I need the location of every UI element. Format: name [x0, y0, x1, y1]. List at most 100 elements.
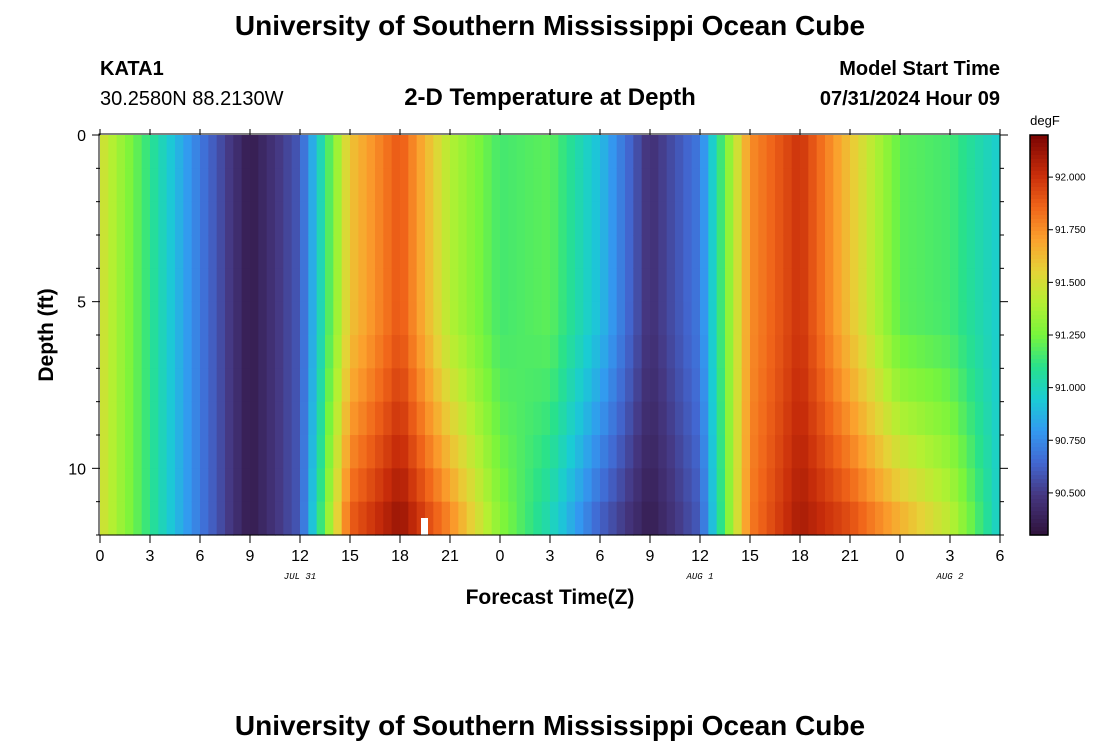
heatmap-cell [700, 468, 709, 503]
heatmap-cell [550, 201, 559, 236]
heatmap-cell [575, 368, 584, 403]
heatmap-cell [716, 368, 726, 403]
heatmap-cell [875, 135, 884, 169]
heatmap-cell [733, 135, 743, 169]
heatmap-cell [608, 268, 618, 303]
heatmap-cell [683, 201, 693, 236]
heatmap-cell [941, 135, 951, 169]
heatmap-cell [408, 235, 418, 269]
heatmap-cell [525, 368, 534, 403]
heatmap-cell [858, 201, 868, 236]
heatmap-cell [225, 268, 234, 303]
heatmap-cell [591, 235, 601, 269]
heatmap-cell [491, 468, 501, 503]
heatmap-cell [375, 335, 384, 369]
heatmap-cell [383, 368, 393, 403]
colorbar-step [1030, 483, 1048, 488]
heatmap-cell [300, 435, 309, 469]
colorbar-step [1030, 467, 1048, 472]
heatmap-cell [525, 301, 534, 336]
heatmap-cell [916, 401, 926, 436]
heatmap-cell [441, 368, 451, 403]
heatmap-cell [708, 268, 718, 303]
heatmap-cell [341, 335, 351, 369]
heatmap-cell [758, 335, 768, 369]
colorbar-step [1030, 347, 1048, 352]
heatmap-cell [700, 435, 709, 469]
heatmap-cell [350, 435, 359, 469]
heatmap-cell [983, 368, 993, 403]
heatmap-cell [633, 268, 643, 303]
heatmap-cell [875, 235, 884, 269]
heatmap-cell [316, 435, 326, 469]
heatmap-cell [341, 168, 351, 203]
heatmap-cell [266, 235, 276, 269]
heatmap-cell [425, 201, 434, 236]
heatmap-cell [900, 435, 909, 469]
heatmap-cell [200, 168, 209, 203]
heatmap-cell [833, 301, 843, 336]
heatmap-cell [325, 268, 334, 303]
heatmap-cell [100, 468, 109, 503]
colorbar-tick-label: 92.000 [1055, 173, 1086, 184]
heatmap-cell [941, 335, 951, 369]
heatmap-cell [200, 401, 209, 436]
heatmap-cell [891, 401, 901, 436]
heatmap-cell [425, 301, 434, 336]
heatmap-cell [666, 268, 676, 303]
heatmap-cell [650, 468, 659, 503]
heatmap-cell [758, 301, 768, 336]
heatmap-cell [891, 435, 901, 469]
heatmap-cell [616, 501, 626, 536]
heatmap-cell [833, 501, 843, 536]
heatmap-cell [375, 368, 384, 403]
heatmap-cell [966, 201, 976, 236]
heatmap-cell [508, 168, 518, 203]
heatmap-cell [975, 501, 984, 536]
heatmap-cell [566, 301, 576, 336]
heatmap-cell [791, 468, 801, 503]
heatmap-cell [708, 401, 718, 436]
heatmap-cell [391, 401, 401, 436]
heatmap-cell [750, 435, 759, 469]
heatmap-cell [891, 335, 901, 369]
heatmap-cell [550, 468, 559, 503]
heatmap-cell [508, 268, 518, 303]
heatmap-cell [533, 168, 543, 203]
heatmap-cell [266, 501, 276, 536]
heatmap-cell [133, 201, 143, 236]
colorbar-step [1030, 311, 1048, 316]
heatmap-cell [175, 468, 184, 503]
heatmap-cell [258, 368, 268, 403]
heatmap-cell [883, 401, 893, 436]
heatmap-cell [525, 201, 534, 236]
heatmap-cell [675, 435, 684, 469]
heatmap-cell [116, 368, 126, 403]
heatmap-cell [716, 135, 726, 169]
heatmap-cell [708, 435, 718, 469]
heatmap-cell [383, 135, 393, 169]
heatmap-cell [858, 135, 868, 169]
heatmap-cell [766, 435, 776, 469]
heatmap-cell [900, 168, 909, 203]
heatmap-cell [975, 201, 984, 236]
heatmap-cell [541, 168, 551, 203]
heatmap-cell [416, 335, 426, 369]
heatmap-cell [266, 335, 276, 369]
x-tick-label: 6 [596, 548, 605, 565]
heatmap-cell [808, 301, 818, 336]
colorbar-step [1030, 339, 1048, 344]
colorbar-step [1030, 423, 1048, 428]
heatmap-cell [925, 135, 934, 169]
heatmap-cell [433, 301, 443, 336]
heatmap-cell [566, 201, 576, 236]
heatmap-cell [133, 468, 143, 503]
heatmap-cell [758, 435, 768, 469]
heatmap-cell [908, 435, 918, 469]
heatmap-cell [558, 368, 568, 403]
heatmap-cell [458, 401, 468, 436]
heatmap-cell [483, 135, 493, 169]
heatmap-cell [908, 468, 918, 503]
heatmap-cell [491, 435, 501, 469]
heatmap-cell [666, 135, 676, 169]
